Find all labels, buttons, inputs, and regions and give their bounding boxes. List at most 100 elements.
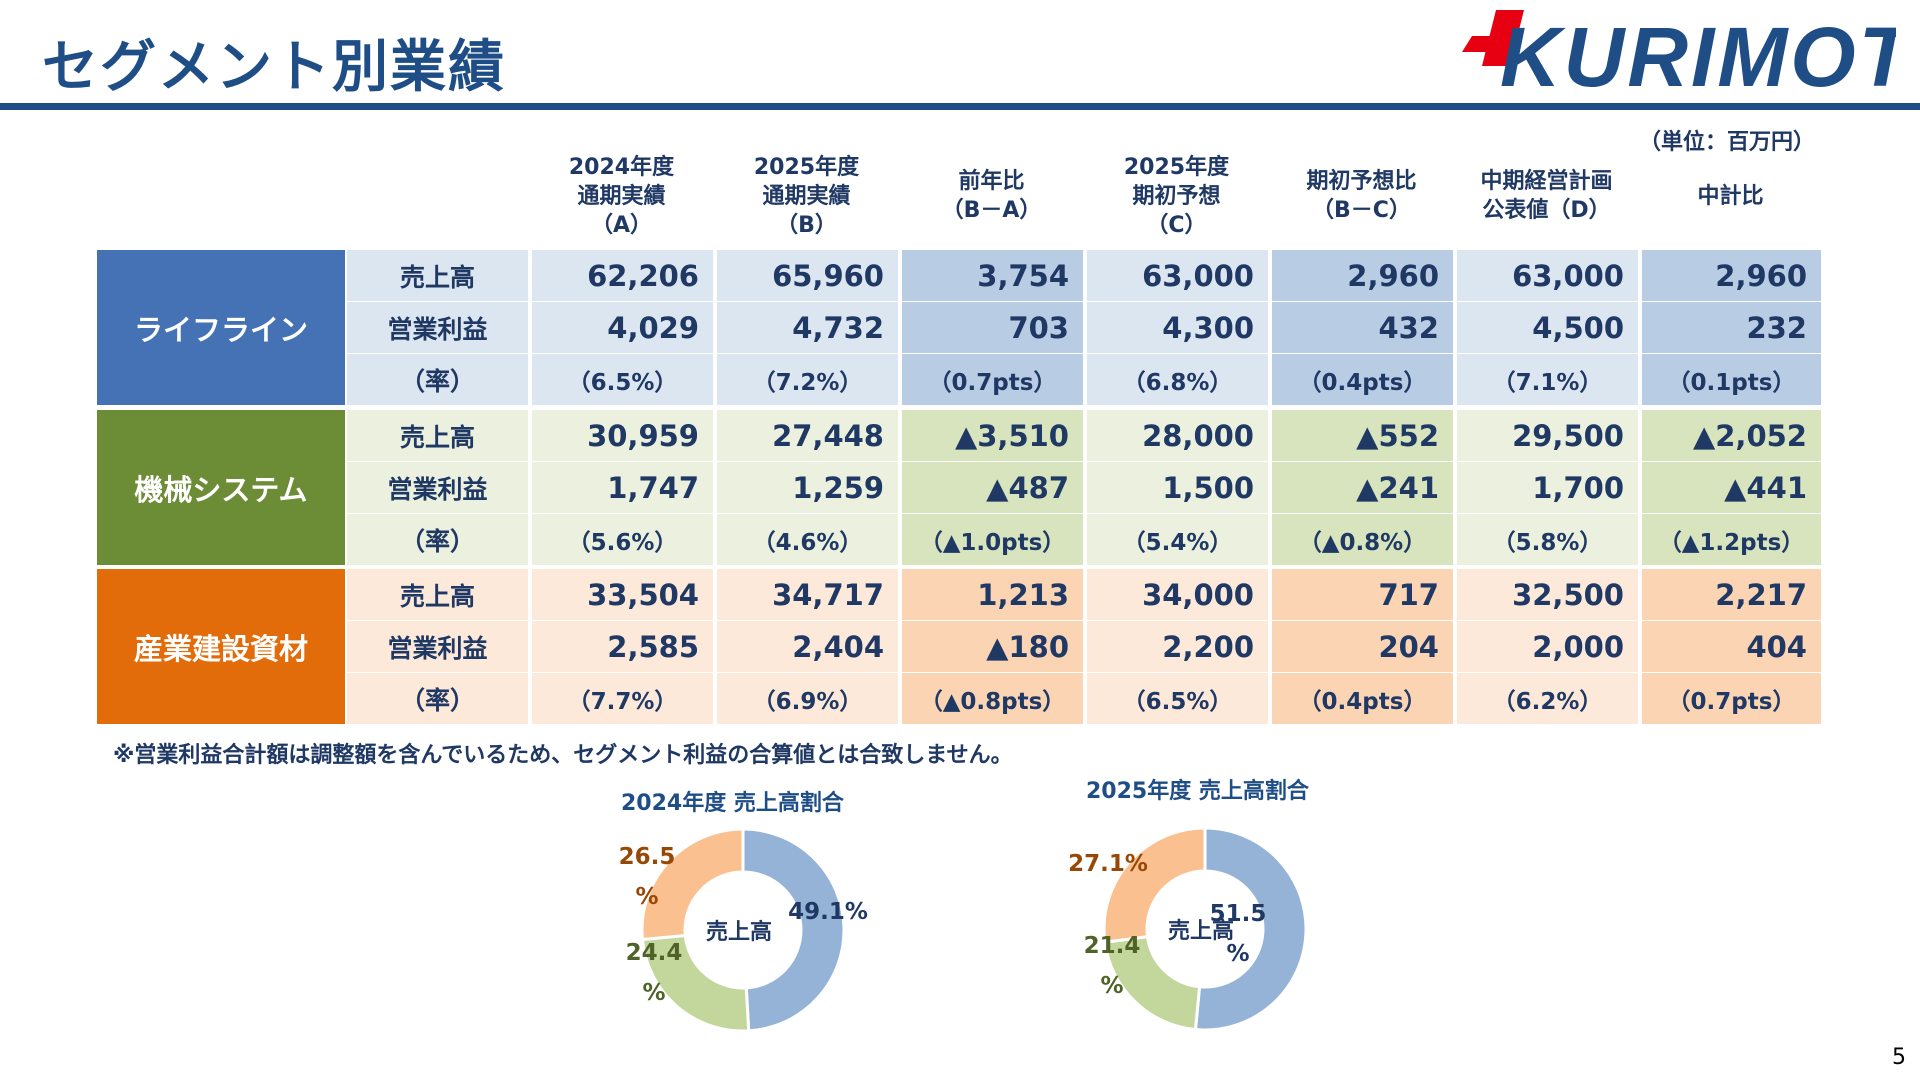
donut-chart [640, 827, 846, 1033]
table-cell: （0.4pts） [1272, 673, 1453, 724]
row-label: 営業利益 [347, 621, 528, 672]
segment-label: 産業建設資材 [97, 569, 345, 724]
table-cell: 2,585 [532, 621, 713, 672]
table-cell: 2,960 [1642, 250, 1821, 301]
table-cell: 63,000 [1457, 250, 1638, 301]
table-cell: 4,300 [1087, 302, 1268, 353]
table-cell: （5.4%） [1087, 514, 1268, 565]
table-cell: 63,000 [1087, 250, 1268, 301]
table-cell: （0.7pts） [1642, 673, 1821, 724]
column-header: 2025年度 通期実績 （B） [753, 154, 860, 238]
table-cell: 34,717 [717, 569, 898, 620]
table-cell: 717 [1272, 569, 1453, 620]
donut-center-label: 売上高 [1168, 919, 1235, 944]
segment-label: 機械システム [97, 410, 345, 565]
unit-note: （単位：百万円） [1638, 130, 1815, 155]
table-cell: 1,747 [532, 462, 713, 513]
table-cell: 703 [902, 302, 1083, 353]
table-cell: ▲180 [902, 621, 1083, 672]
row-label: 営業利益 [347, 302, 528, 353]
table-cell: ▲487 [902, 462, 1083, 513]
donut-chart [1102, 826, 1308, 1032]
table-cell: 34,000 [1087, 569, 1268, 620]
row-label: 営業利益 [347, 462, 528, 513]
donut-slice [1193, 826, 1308, 1032]
table-cell: （4.6%） [717, 514, 898, 565]
table-cell: 3,754 [902, 250, 1083, 301]
table-cell: 30,959 [532, 410, 713, 461]
table-cell: 2,960 [1272, 250, 1453, 301]
table-cell: （7.2%） [717, 354, 898, 405]
table-cell: 432 [1272, 302, 1453, 353]
donut-data-label: 49.1% [788, 899, 868, 925]
table-cell: （▲1.2pts） [1642, 514, 1821, 565]
table-cell: 1,213 [902, 569, 1083, 620]
table-cell: 33,504 [532, 569, 713, 620]
donut-data-label: 21.4 % [1083, 933, 1141, 999]
table-cell: 4,500 [1457, 302, 1638, 353]
donut-slice [741, 827, 846, 1033]
donut-data-label: 26.5 % [618, 844, 676, 910]
table-cell: （5.8%） [1457, 514, 1638, 565]
donut-data-label: 51.5 % [1209, 901, 1267, 967]
page-title: セグメント別業績 [42, 35, 506, 100]
table-cell: ▲241 [1272, 462, 1453, 513]
table-cell: 28,000 [1087, 410, 1268, 461]
table-cell: ▲2,052 [1642, 410, 1821, 461]
column-header: 2024年度 通期実績 （A） [568, 154, 675, 238]
table-cell: （6.5%） [1087, 673, 1268, 724]
table-cell: 1,700 [1457, 462, 1638, 513]
column-header: 中期経営計画 公表値（D） [1480, 169, 1613, 223]
table-cell: 32,500 [1457, 569, 1638, 620]
donut-center-label: 売上高 [706, 920, 773, 945]
title-rule [0, 103, 1920, 110]
donut-data-label: 27.1% [1068, 851, 1148, 877]
column-header: 期初予想比 （B－C） [1306, 169, 1417, 223]
kurimoto-logo: KURIMOTO [1462, 10, 1896, 96]
table-cell: 4,732 [717, 302, 898, 353]
table-cell: 2,000 [1457, 621, 1638, 672]
table-cell: （0.7pts） [902, 354, 1083, 405]
column-header: 前年比 （B－A） [941, 169, 1042, 223]
row-label: （率） [347, 514, 528, 565]
column-header: 2025年度 期初予想 （C） [1123, 154, 1230, 238]
table-cell: 65,960 [717, 250, 898, 301]
table-cell: 1,500 [1087, 462, 1268, 513]
table-cell: 62,206 [532, 250, 713, 301]
donut-slice [1102, 826, 1207, 944]
table-cell: （6.8%） [1087, 354, 1268, 405]
table-cell: （7.7%） [532, 673, 713, 724]
row-label: 売上高 [347, 410, 528, 461]
table-cell: ▲3,510 [902, 410, 1083, 461]
table-cell: ▲441 [1642, 462, 1821, 513]
table-cell: 2,200 [1087, 621, 1268, 672]
donut-title: 2025年度 売上高割合 [1086, 779, 1309, 804]
logo-wordmark: KURIMOTO [1500, 10, 1896, 96]
table-cell: （5.6%） [532, 514, 713, 565]
table-cell: （▲1.0pts） [902, 514, 1083, 565]
column-header: 中計比 [1697, 183, 1764, 209]
footnote: ※営業利益合計額は調整額を含んでいるため、セグメント利益の合算値とは合致しません… [113, 743, 1013, 768]
donut-title: 2024年度 売上高割合 [621, 791, 844, 816]
table-cell: （▲0.8%） [1272, 514, 1453, 565]
table-cell: （6.2%） [1457, 673, 1638, 724]
table-cell: （▲0.8pts） [902, 673, 1083, 724]
row-label: （率） [347, 673, 528, 724]
table-cell: 2,217 [1642, 569, 1821, 620]
table-cell: （6.9%） [717, 673, 898, 724]
table-cell: 29,500 [1457, 410, 1638, 461]
table-cell: （0.1pts） [1642, 354, 1821, 405]
table-cell: 4,029 [532, 302, 713, 353]
segment-label: ライフライン [97, 250, 345, 405]
donut-data-label: 24.4 % [625, 940, 683, 1006]
table-cell: 232 [1642, 302, 1821, 353]
table-cell: 204 [1272, 621, 1453, 672]
table-cell: ▲552 [1272, 410, 1453, 461]
table-cell: 27,448 [717, 410, 898, 461]
page-number: 5 [1892, 1045, 1906, 1070]
table-cell: （6.5%） [532, 354, 713, 405]
row-label: 売上高 [347, 569, 528, 620]
row-label: 売上高 [347, 250, 528, 301]
donut-slice [640, 827, 745, 942]
table-cell: 404 [1642, 621, 1821, 672]
